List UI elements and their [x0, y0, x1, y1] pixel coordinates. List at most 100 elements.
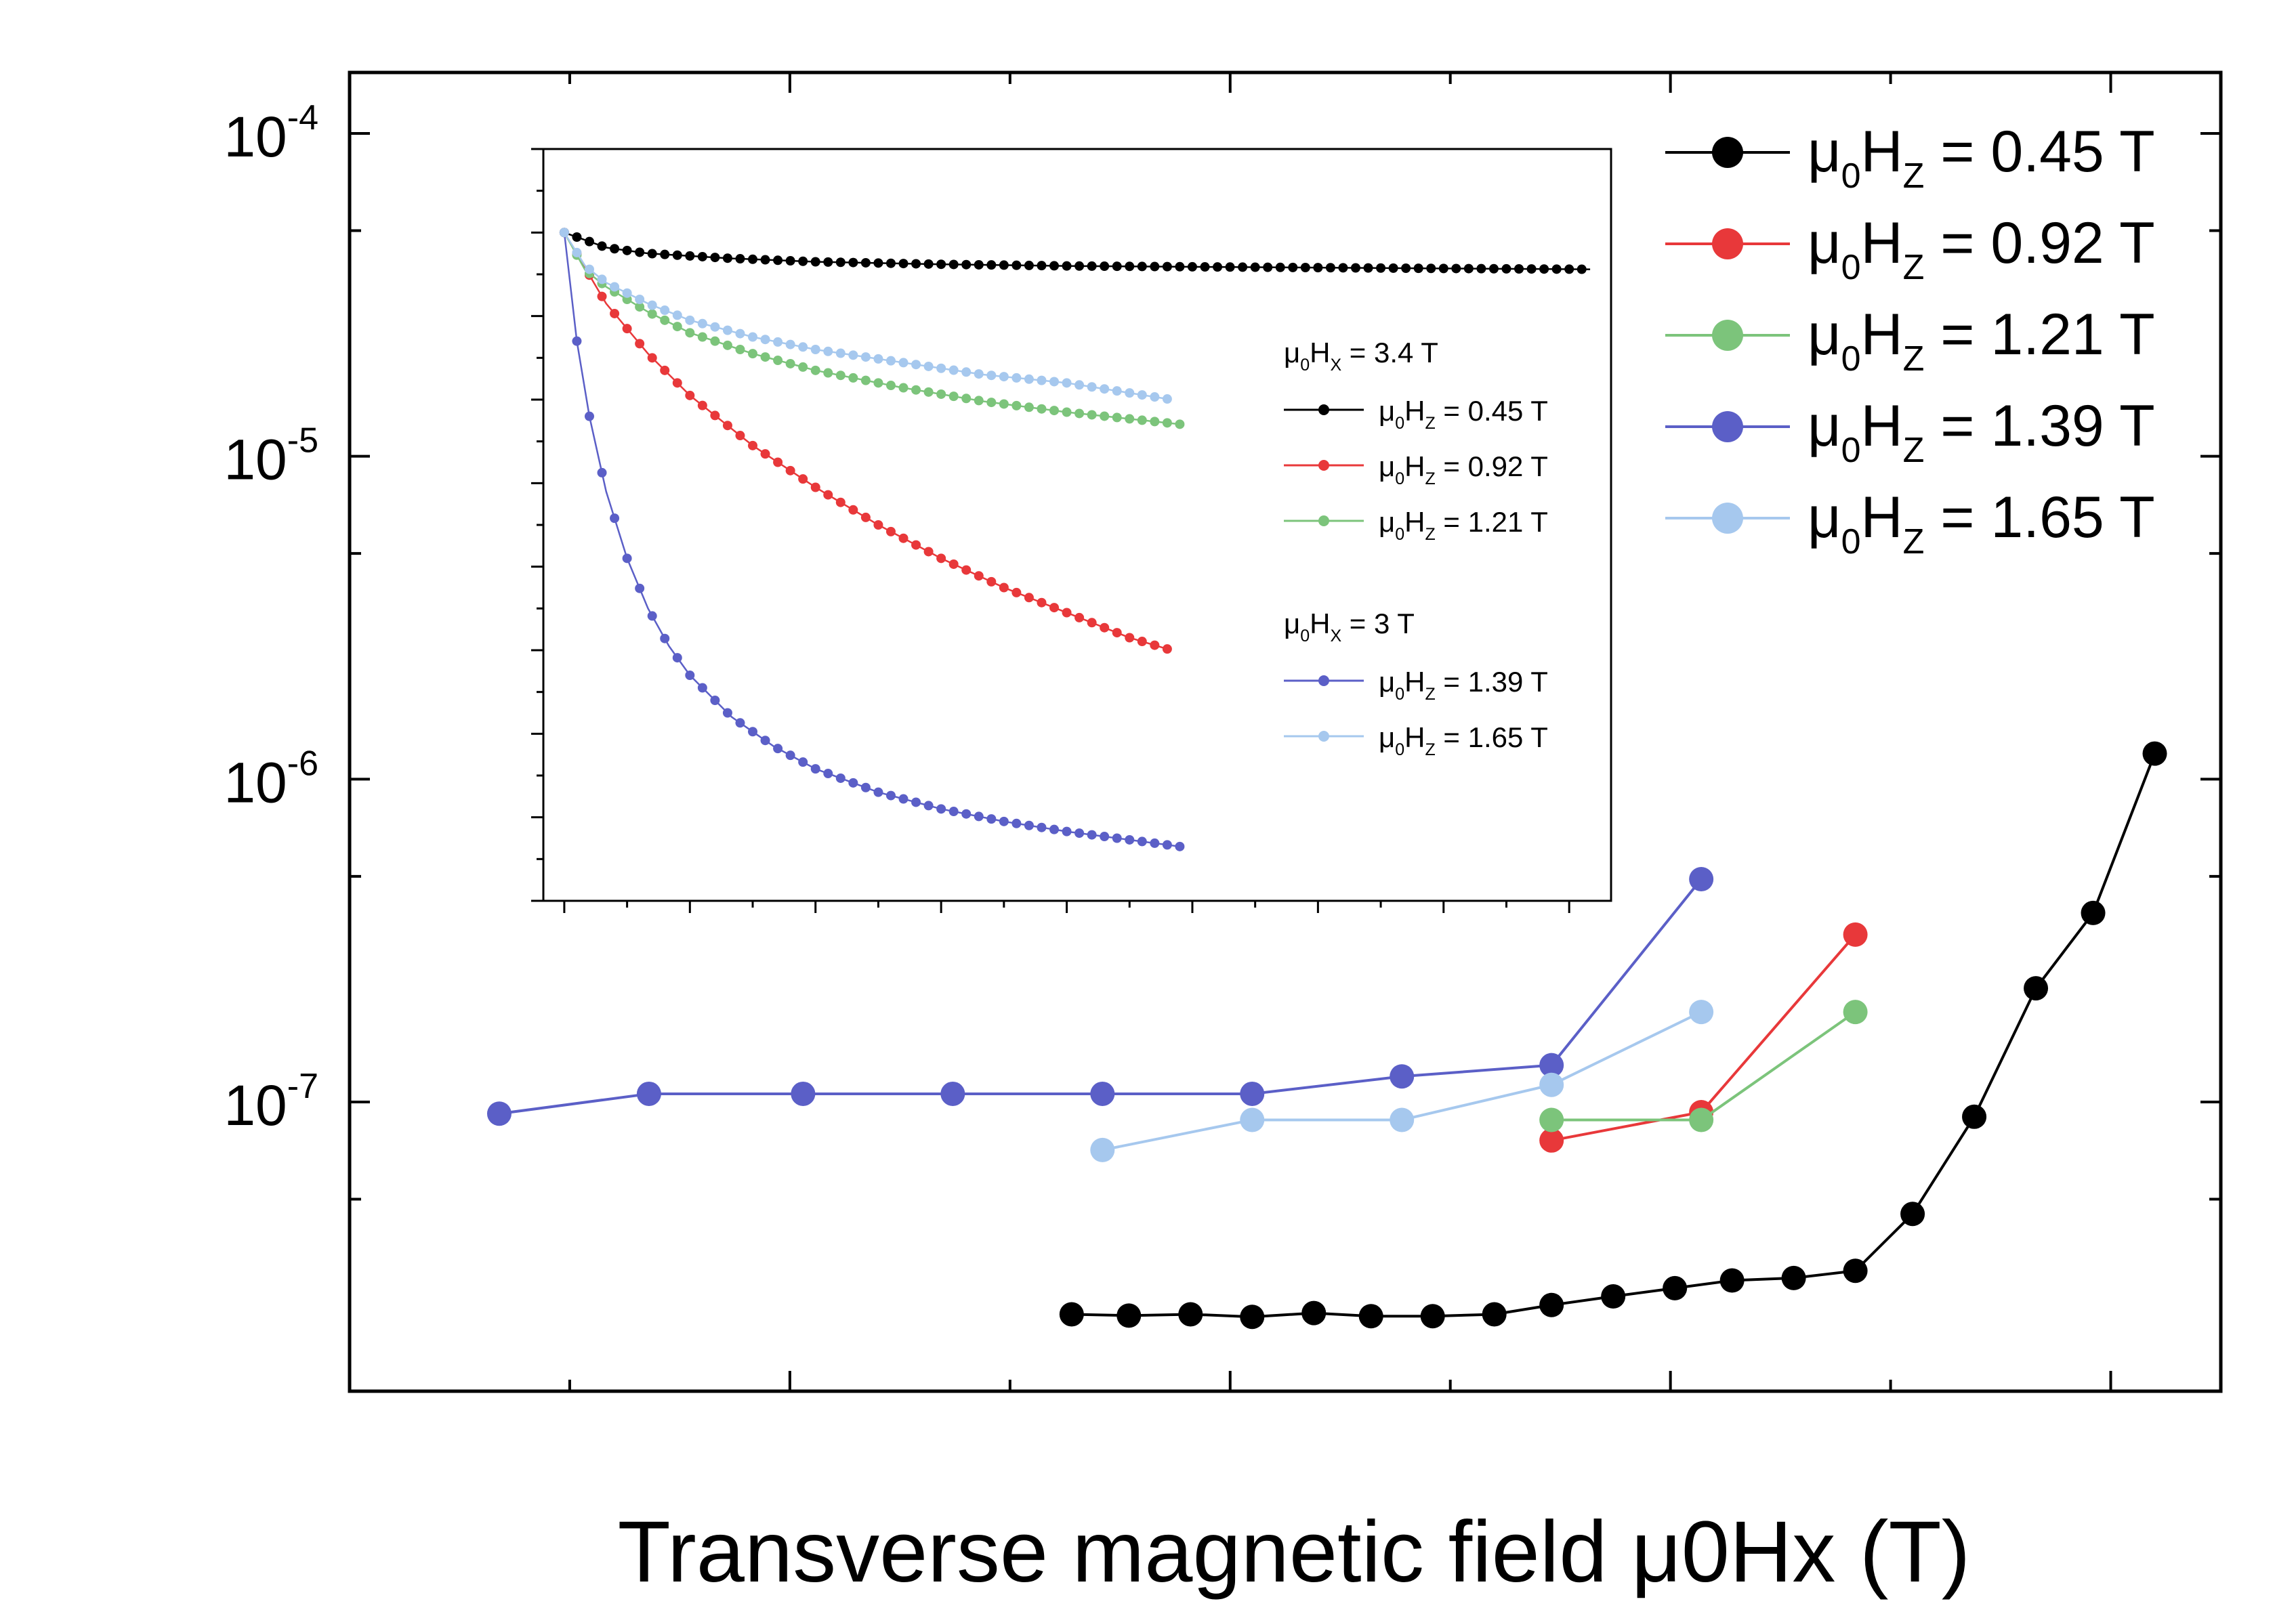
- inset-point-3: [1112, 833, 1122, 843]
- inset-point-3: [622, 553, 632, 564]
- inset-point-0: [1426, 263, 1436, 274]
- data-point-3-7: [1539, 1053, 1564, 1078]
- inset-point-3: [1087, 830, 1097, 840]
- legend-marker-1: [1712, 228, 1743, 259]
- inset-legend-title-0-sub1: 0: [1300, 356, 1310, 375]
- inset-point-4: [685, 315, 695, 325]
- inset-point-4: [898, 358, 909, 368]
- inset-point-0: [911, 259, 921, 269]
- inset-point-0: [1213, 262, 1223, 272]
- inset-point-4: [748, 332, 758, 342]
- inset-legend-title-1-post: = 3 T: [1341, 608, 1415, 639]
- inset-point-3: [1125, 834, 1135, 845]
- inset-point-4: [635, 295, 645, 304]
- inset-point-0: [1438, 263, 1448, 274]
- legend-label-4-mid: H: [1860, 485, 1902, 550]
- y-tick-exponent: -7: [287, 1067, 318, 1106]
- inset-point-0: [1225, 262, 1235, 272]
- data-point-3-3: [940, 1081, 965, 1106]
- inset-point-1: [948, 559, 959, 569]
- inset-point-4: [948, 365, 959, 375]
- inset-point-2: [722, 340, 732, 350]
- inset-point-4: [936, 363, 946, 373]
- legend-label-1-post: = 0.92 T: [1924, 211, 2154, 276]
- inset-point-2: [1062, 407, 1072, 417]
- inset-legend-label-0-mid: H: [1404, 395, 1425, 427]
- inset-point-2: [685, 328, 695, 338]
- data-point-2-1: [1689, 1107, 1714, 1132]
- inset-point-0: [1564, 264, 1574, 274]
- inset-point-0: [948, 259, 959, 270]
- legend-label-2-mid: H: [1860, 302, 1902, 367]
- inset-point-0: [885, 258, 896, 268]
- main-frame: [348, 70, 2223, 1393]
- data-point-0-17: [2081, 900, 2106, 925]
- data-point-3-5: [1240, 1081, 1265, 1106]
- inset-legend-marker-1: [1318, 460, 1329, 471]
- inset-point-2: [1150, 417, 1160, 427]
- inset-point-1: [1112, 628, 1122, 638]
- inset-point-2: [1100, 411, 1110, 421]
- inset-point-3: [974, 811, 984, 822]
- inset-point-3: [635, 583, 645, 593]
- inset-point-1: [760, 449, 770, 459]
- y-tick-base: 10: [224, 750, 287, 814]
- inset-point-3: [697, 683, 707, 693]
- inset-point-0: [597, 241, 607, 251]
- inset-point-3: [961, 809, 972, 819]
- inset-legend-label-2-mid: H: [1404, 506, 1425, 538]
- data-point-3-8: [1689, 867, 1714, 892]
- inset-point-3: [1049, 824, 1060, 834]
- inset-point-0: [898, 259, 909, 269]
- inset-point-1: [986, 576, 997, 587]
- inset-point-0: [848, 257, 858, 268]
- inset-point-4: [559, 228, 569, 238]
- inset-legend-title-0-mid: H: [1310, 337, 1330, 368]
- data-point-0-5: [1358, 1304, 1383, 1329]
- inset-point-4: [622, 288, 632, 298]
- inset-point-4: [1100, 384, 1110, 394]
- inset-point-1: [622, 324, 632, 334]
- inset-point-0: [773, 255, 783, 266]
- inset-point-0: [823, 257, 833, 267]
- legend-label-2-sub1: 0: [1841, 339, 1861, 379]
- y-tick-label: 10-5: [224, 421, 318, 492]
- inset-point-0: [1200, 262, 1210, 272]
- inset-point-3: [885, 790, 896, 801]
- inset-point-0: [647, 249, 657, 259]
- inset-legend-label-3: μ0HZ = 1.39 T: [1379, 666, 1548, 704]
- legend-label-3-pre: μ: [1808, 394, 1841, 459]
- inset-point-0: [1325, 263, 1335, 273]
- inset-point-0: [1087, 261, 1097, 271]
- inset-point-2: [1074, 408, 1085, 419]
- inset-legend-label-4-mid: H: [1404, 721, 1425, 753]
- data-point-0-4: [1301, 1300, 1327, 1325]
- data-point-0-12: [1781, 1265, 1806, 1290]
- inset-point-2: [948, 391, 959, 402]
- inset-point-1: [823, 490, 833, 500]
- inset-legend-label-0-sub1: 0: [1395, 414, 1404, 433]
- inset-point-1: [685, 390, 695, 400]
- inset-point-1: [635, 339, 645, 349]
- inset-legend-label-1-sub2: Z: [1425, 469, 1435, 488]
- inset-point-1: [923, 547, 934, 557]
- data-point-0-7: [1482, 1302, 1507, 1327]
- inset-frame: [542, 148, 1612, 902]
- inset-point-0: [697, 251, 707, 261]
- inset-point-1: [697, 400, 707, 410]
- inset-point-2: [660, 315, 670, 325]
- inset-legend-marker-3: [1318, 675, 1329, 686]
- legend-label-0-sub2: Z: [1903, 156, 1925, 196]
- inset-point-4: [986, 370, 997, 381]
- inset-point-2: [835, 370, 846, 381]
- data-point-0-15: [1962, 1104, 1987, 1129]
- inset-point-1: [873, 520, 883, 530]
- inset-point-1: [1150, 640, 1160, 650]
- inset-legend-label-0-pre: μ: [1379, 395, 1395, 427]
- inset-point-4: [848, 350, 858, 360]
- inset-point-1: [911, 540, 921, 550]
- inset-legend-title-0: μ0HX = 3.4 T: [1284, 337, 1438, 375]
- inset-point-1: [835, 497, 846, 507]
- inset-point-1: [785, 465, 795, 475]
